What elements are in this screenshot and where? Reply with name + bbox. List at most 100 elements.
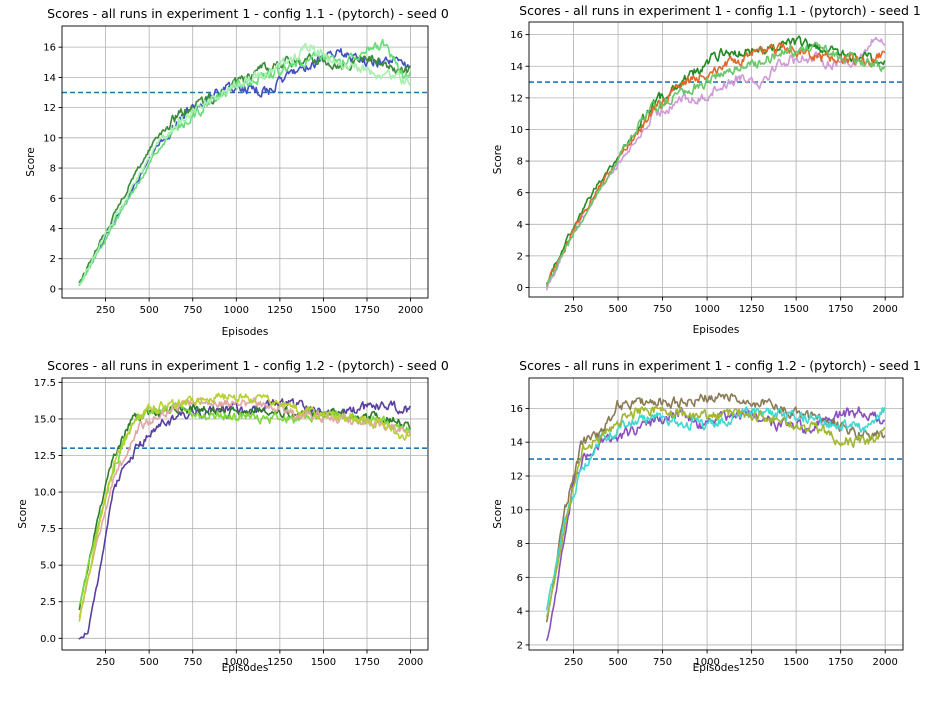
chart-4-xtick-label: 1750	[828, 657, 853, 668]
chart-4-frame	[528, 377, 904, 651]
chart-3-xtick-label: 500	[140, 657, 159, 668]
chart-4-ytick-label: 6	[517, 573, 523, 584]
chart-3-ytick-label: 2.5	[40, 597, 56, 608]
chart-2-ytick-label: 0	[517, 283, 523, 294]
chart-2-xtick-label: 750	[653, 304, 672, 315]
chart-4-xtick-label: 1250	[739, 657, 764, 668]
chart-4-ytick-label: 4	[517, 607, 523, 618]
chart-4-ytick-label: 8	[517, 539, 523, 550]
chart-3-ytick-label: 7.5	[40, 524, 56, 535]
chart-1-series-4	[78, 42, 411, 285]
chart-4-series-2	[546, 392, 886, 623]
chart-1-xtick-label: 250	[96, 305, 115, 316]
chart-4-svg: Scores - all runs in experiment 1 - conf…	[492, 358, 921, 674]
chart-2-xtick-label: 1500	[783, 304, 808, 315]
chart-1-xlabel: Episodes	[222, 326, 269, 338]
chart-3-xtick-label: 2000	[398, 657, 423, 668]
chart-1-ytick-label: 12	[43, 103, 56, 114]
chart-1-ytick-label: 2	[50, 254, 56, 265]
chart-3-ytick-label: 0.0	[40, 634, 56, 645]
chart-2-ytick-label: 14	[510, 62, 523, 73]
chart-2-xtick-label: 500	[609, 304, 628, 315]
chart-4-title: Scores - all runs in experiment 1 - conf…	[519, 358, 921, 373]
chart-2-ylabel: Score	[492, 145, 504, 174]
chart-2-xtick-label: 1000	[694, 304, 719, 315]
chart-4-ytick-label: 14	[510, 438, 523, 449]
chart-panel-4: Scores - all runs in experiment 1 - conf…	[475, 352, 950, 711]
chart-2-ytick-label: 10	[510, 125, 523, 136]
chart-1-ytick-label: 16	[43, 43, 56, 54]
chart-1-ytick-label: 6	[50, 194, 56, 205]
chart-4-ytick-label: 16	[510, 404, 523, 415]
chart-3-xtick-label: 1250	[267, 657, 292, 668]
chart-3-svg: Scores - all runs in experiment 1 - conf…	[17, 358, 449, 674]
chart-3-xtick-label: 1750	[354, 657, 379, 668]
chart-2-series-1	[546, 36, 886, 291]
chart-1-ylabel: Score	[25, 147, 37, 176]
chart-1-title: Scores - all runs in experiment 1 - conf…	[47, 6, 449, 21]
chart-3-ytick-label: 5.0	[40, 561, 56, 572]
chart-4-xlabel: Episodes	[693, 662, 740, 674]
chart-4-ytick-label: 10	[510, 505, 523, 516]
chart-3-xtick-label: 250	[96, 657, 115, 668]
chart-3-xtick-label: 1000	[224, 657, 249, 668]
chart-4-xtick-label: 2000	[872, 657, 897, 668]
chart-panel-3: Scores - all runs in experiment 1 - conf…	[0, 352, 475, 711]
chart-1-xtick-label: 1000	[224, 305, 249, 316]
chart-2-ytick-label: 8	[517, 157, 523, 168]
chart-4-ytick-label: 12	[510, 471, 523, 482]
chart-4-series-4	[546, 406, 886, 618]
chart-3-series-2	[78, 403, 411, 611]
chart-3-xtick-label: 750	[183, 657, 202, 668]
chart-3-frame	[61, 377, 429, 651]
chart-2-series-3	[546, 42, 886, 286]
chart-3-ylabel: Score	[17, 499, 29, 528]
chart-4-xtick-label: 1000	[694, 657, 719, 668]
chart-1-grid	[62, 26, 428, 298]
chart-1-xtick-label: 1500	[311, 305, 336, 316]
chart-3-title: Scores - all runs in experiment 1 - conf…	[47, 358, 449, 373]
chart-1-svg: Scores - all runs in experiment 1 - conf…	[25, 6, 449, 338]
chart-panel-2: Scores - all runs in experiment 1 - conf…	[475, 0, 950, 352]
chart-2-ytick-label: 16	[510, 30, 523, 41]
chart-1-xtick-label: 2000	[398, 305, 423, 316]
chart-3-series-1	[78, 398, 411, 640]
chart-4-ytick-label: 2	[517, 640, 523, 651]
chart-1-xtick-label: 750	[183, 305, 202, 316]
chart-2-xtick-label: 2000	[872, 304, 897, 315]
chart-1-ytick-label: 8	[50, 164, 56, 175]
chart-4-ylabel: Score	[492, 499, 504, 528]
chart-4-xtick-label: 750	[653, 657, 672, 668]
chart-2-ytick-label: 2	[517, 251, 523, 262]
chart-2-xtick-label: 1250	[739, 304, 764, 315]
chart-1-ytick-label: 10	[43, 133, 56, 144]
chart-1-ytick-label: 14	[43, 73, 56, 84]
chart-2-svg: Scores - all runs in experiment 1 - conf…	[492, 3, 921, 336]
chart-1-ytick-label: 0	[50, 284, 56, 295]
chart-3-xtick-label: 1500	[311, 657, 336, 668]
chart-1-xtick-label: 1750	[354, 305, 379, 316]
chart-3-xlabel: Episodes	[222, 662, 269, 674]
chart-1-xtick-label: 500	[140, 305, 159, 316]
chart-4-xtick-label: 250	[564, 657, 583, 668]
chart-2-ytick-label: 4	[517, 220, 523, 231]
chart-3-ytick-label: 15.0	[34, 414, 56, 425]
chart-1-xtick-label: 1250	[267, 305, 292, 316]
chart-4-xtick-label: 500	[609, 657, 628, 668]
chart-2-grid	[529, 22, 903, 297]
chart-2-title: Scores - all runs in experiment 1 - conf…	[519, 3, 921, 18]
chart-3-grid	[62, 378, 428, 650]
chart-4-series-1	[546, 406, 886, 642]
chart-panel-1: Scores - all runs in experiment 1 - conf…	[0, 0, 475, 352]
chart-3-ytick-label: 10.0	[34, 488, 56, 499]
chart-2-ytick-label: 12	[510, 93, 523, 104]
chart-2-xtick-label: 250	[564, 304, 583, 315]
chart-3-ytick-label: 12.5	[34, 451, 56, 462]
chart-3-series-5	[78, 392, 411, 622]
chart-1-ytick-label: 4	[50, 224, 56, 235]
chart-2-xlabel: Episodes	[693, 324, 740, 336]
chart-2-xtick-label: 1750	[828, 304, 853, 315]
chart-2-frame	[528, 21, 904, 298]
chart-2-series-4	[546, 41, 886, 288]
chart-3-ytick-label: 17.5	[34, 378, 56, 389]
